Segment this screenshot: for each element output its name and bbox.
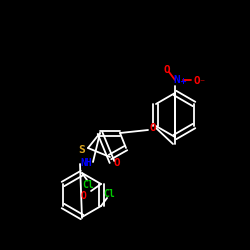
Text: O: O bbox=[164, 65, 170, 75]
Text: O: O bbox=[81, 191, 87, 201]
Text: O: O bbox=[194, 76, 200, 86]
Text: Cl: Cl bbox=[82, 180, 94, 190]
Text: O: O bbox=[150, 123, 156, 133]
Text: S: S bbox=[78, 145, 86, 155]
Text: NH: NH bbox=[80, 158, 92, 168]
Text: +: + bbox=[180, 78, 186, 86]
Text: O: O bbox=[114, 158, 120, 168]
Text: N: N bbox=[174, 75, 180, 85]
Text: Cl: Cl bbox=[103, 189, 115, 199]
Text: ⁻: ⁻ bbox=[200, 78, 204, 88]
